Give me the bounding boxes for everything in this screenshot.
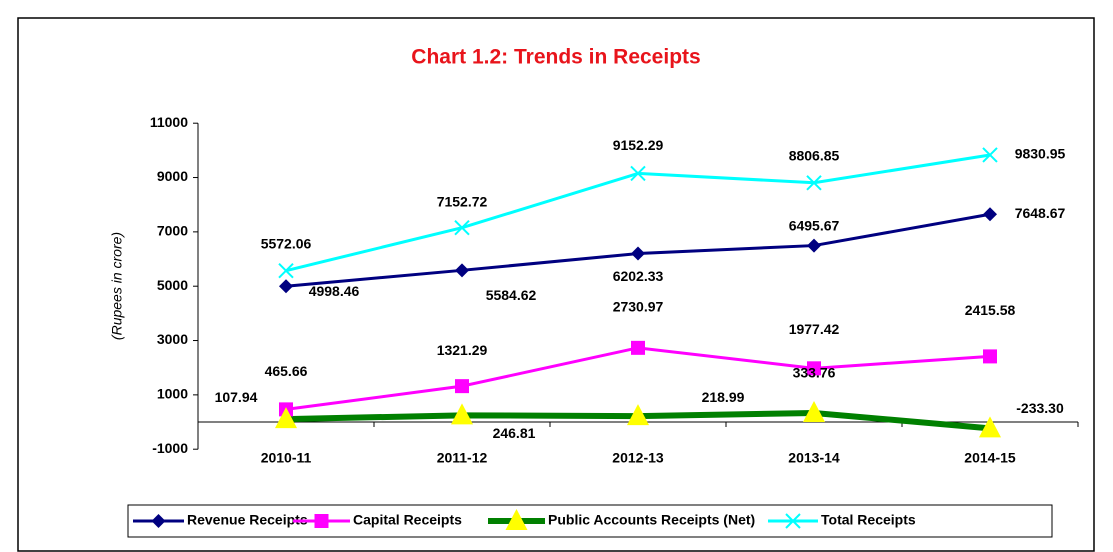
marker bbox=[983, 349, 997, 364]
marker bbox=[279, 279, 293, 294]
data-label: 465.66 bbox=[265, 363, 308, 379]
data-label: 9830.95 bbox=[1015, 146, 1066, 162]
marker bbox=[278, 262, 294, 279]
legend-label: Capital Receipts bbox=[353, 512, 462, 528]
data-label: 246.81 bbox=[493, 425, 536, 441]
marker bbox=[807, 361, 821, 376]
marker bbox=[314, 514, 329, 528]
marker bbox=[275, 407, 297, 429]
y-tick-label: 11000 bbox=[150, 114, 188, 130]
marker bbox=[454, 220, 470, 236]
data-label: 7152.72 bbox=[437, 193, 488, 209]
y-tick-label: 9000 bbox=[157, 168, 188, 184]
marker bbox=[631, 246, 645, 261]
y-tick-label: 1000 bbox=[157, 386, 188, 402]
data-label: 5572.06 bbox=[261, 235, 312, 251]
data-label: 1321.29 bbox=[437, 342, 488, 358]
marker bbox=[455, 379, 469, 394]
x-tick-label: 2012-13 bbox=[612, 450, 664, 466]
y-axis-title: (Rupees in crore) bbox=[109, 232, 125, 340]
data-label: 333.76 bbox=[793, 365, 836, 381]
y-tick-label: 5000 bbox=[157, 277, 188, 293]
legend-box bbox=[127, 504, 1053, 538]
marker bbox=[630, 165, 646, 182]
y-tick-label: 7000 bbox=[157, 223, 188, 239]
legend-label: Total Receipts bbox=[821, 512, 916, 528]
marker bbox=[979, 416, 1001, 438]
marker bbox=[806, 175, 822, 191]
marker bbox=[803, 400, 825, 422]
x-tick-label: 2011-12 bbox=[437, 450, 488, 466]
data-label: 6202.33 bbox=[613, 268, 664, 284]
data-label: 6495.67 bbox=[789, 217, 840, 233]
x-tick-label: 2010-11 bbox=[261, 450, 312, 466]
data-label: 9152.29 bbox=[613, 137, 664, 153]
data-label: 7648.67 bbox=[1015, 205, 1066, 221]
marker bbox=[151, 514, 166, 528]
marker bbox=[627, 404, 649, 426]
chart-title: Chart 1.2: Trends in Receipts bbox=[411, 46, 700, 69]
data-label: 1977.42 bbox=[789, 321, 840, 337]
chart-border bbox=[17, 17, 1095, 552]
data-label: 218.99 bbox=[702, 389, 745, 405]
data-label: -233.30 bbox=[1016, 400, 1064, 416]
marker bbox=[785, 513, 801, 529]
marker bbox=[505, 509, 528, 530]
data-label: 5584.62 bbox=[486, 287, 537, 303]
marker bbox=[807, 238, 821, 253]
data-label: 2415.58 bbox=[965, 302, 1016, 318]
data-label: 107.94 bbox=[215, 389, 258, 405]
marker bbox=[983, 207, 997, 222]
y-tick-label: 3000 bbox=[157, 331, 188, 347]
marker bbox=[455, 263, 469, 278]
marker bbox=[451, 403, 473, 425]
data-label: 4998.46 bbox=[309, 283, 360, 299]
x-tick-label: 2014-15 bbox=[964, 450, 1016, 466]
legend-label: Public Accounts Receipts (Net) bbox=[548, 512, 755, 528]
marker bbox=[982, 147, 998, 163]
y-tick-label: -1000 bbox=[152, 440, 188, 456]
data-label: 2730.97 bbox=[613, 299, 664, 315]
legend-label: Revenue Receipts bbox=[187, 512, 308, 528]
x-tick-label: 2013-14 bbox=[788, 450, 840, 466]
data-label: 8806.85 bbox=[789, 147, 840, 163]
marker bbox=[631, 340, 645, 355]
